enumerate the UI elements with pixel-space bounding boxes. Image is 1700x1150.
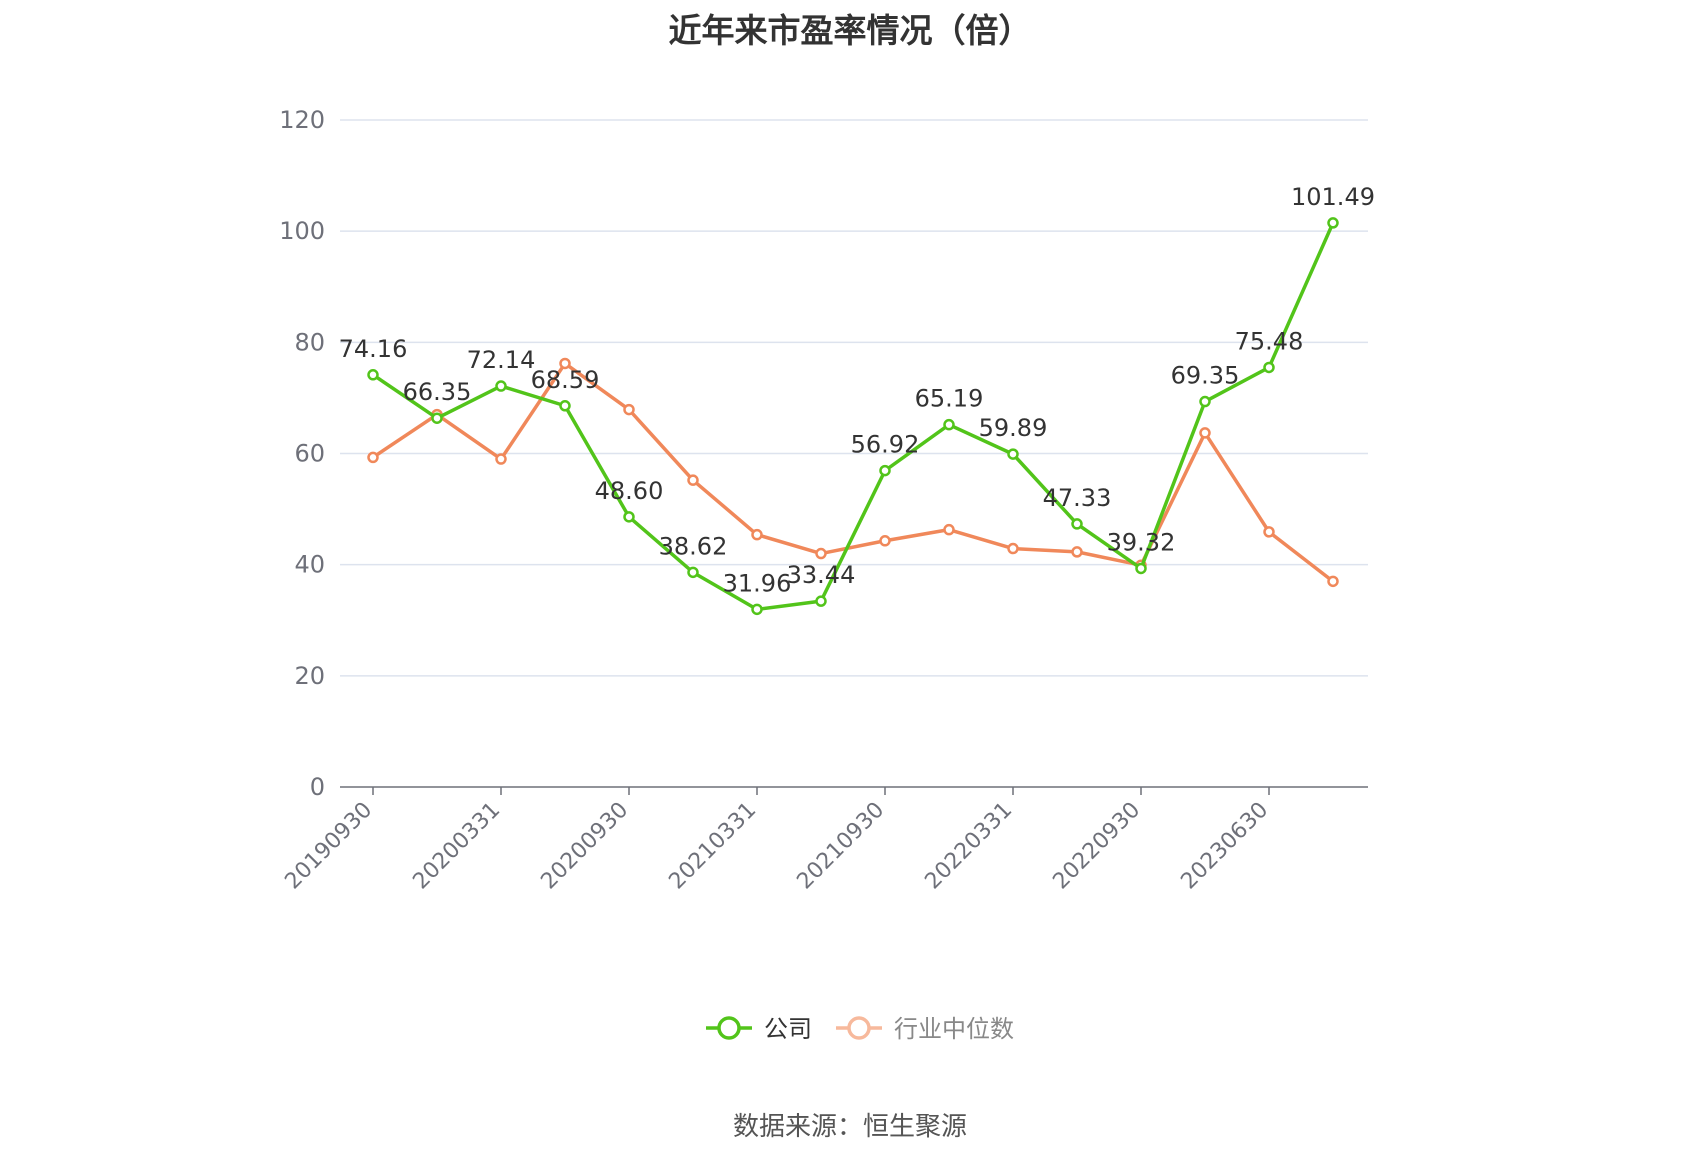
chart-title: 近年来市盈率情况（倍）	[668, 11, 1032, 50]
data-point	[1263, 526, 1275, 538]
data-point	[367, 369, 379, 381]
y-tick-label: 80	[294, 328, 325, 356]
data-label: 75.48	[1235, 327, 1304, 355]
y-tick-label: 60	[294, 440, 325, 468]
legend-label: 公司	[764, 1015, 812, 1043]
data-point	[431, 412, 443, 424]
data-point	[1071, 546, 1083, 558]
data-label: 47.33	[1043, 484, 1112, 512]
data-label: 48.60	[595, 477, 664, 505]
data-point	[559, 400, 571, 412]
data-point	[879, 535, 891, 547]
data-point	[1199, 395, 1211, 408]
data-point	[1327, 217, 1339, 229]
data-point	[1007, 542, 1019, 555]
data-point	[751, 528, 763, 541]
series-line-1	[372, 361, 1335, 583]
y-tick-label: 40	[294, 551, 325, 579]
data-point	[1199, 427, 1211, 439]
data-label: 66.35	[403, 378, 472, 406]
x-tick-label: 20220331	[920, 798, 1017, 895]
data-label: 31.96	[723, 569, 792, 597]
data-point	[687, 474, 699, 486]
y-tick-label: 100	[279, 217, 325, 245]
legend-label: 行业中位数	[894, 1015, 1014, 1043]
data-point	[879, 464, 891, 477]
legend[interactable]: 公司 行业中位数	[706, 1015, 1014, 1043]
x-tick-label: 20210930	[792, 798, 889, 895]
data-label: 33.44	[787, 561, 856, 589]
data-label: 65.19	[915, 385, 984, 413]
data-source: 数据来源：恒生聚源	[732, 1112, 967, 1142]
x-tick-label: 20210331	[664, 798, 761, 895]
y-tick-label: 120	[279, 106, 325, 134]
data-point	[815, 595, 827, 607]
data-point	[495, 380, 507, 392]
data-point	[1071, 518, 1083, 530]
axes: 0 20 40 60 80 100 120 20190930 20200331 20200930 2…	[279, 106, 1368, 894]
x-tick-label: 20220930	[1048, 798, 1145, 895]
data-label: 39.32	[1107, 528, 1176, 556]
x-tick-label: 20200930	[536, 798, 633, 895]
data-point	[623, 511, 635, 523]
data-point	[1263, 361, 1275, 374]
data-point	[1007, 448, 1019, 460]
x-tick-label: 20190930	[280, 798, 377, 895]
legend-item-industry[interactable]: 行业中位数	[836, 1015, 1014, 1043]
data-label: 74.16	[339, 335, 408, 363]
data-label: 72.14	[467, 346, 536, 374]
data-point	[751, 603, 763, 616]
y-tick-label: 20	[294, 662, 325, 690]
data-label: 56.92	[851, 431, 920, 459]
data-point	[623, 403, 635, 416]
grid-lines	[340, 119, 1368, 677]
series-lines	[367, 217, 1339, 616]
data-point	[687, 566, 699, 579]
x-tick-label: 20200331	[408, 798, 505, 895]
data-point	[943, 523, 955, 536]
data-label: 68.59	[531, 366, 600, 394]
data-label: 101.49	[1291, 183, 1375, 211]
data-label: 69.35	[1171, 362, 1240, 390]
data-point	[559, 357, 571, 370]
data-point	[367, 451, 379, 464]
y-tick-label: 0	[310, 773, 325, 801]
data-point	[495, 453, 507, 465]
data-point	[1135, 562, 1147, 575]
legend-item-company[interactable]: 公司	[706, 1015, 812, 1043]
legend-marker	[847, 1016, 871, 1040]
x-tick-label: 20230630	[1176, 798, 1273, 895]
series-line-0	[372, 222, 1335, 612]
data-label: 38.62	[659, 532, 728, 560]
data-point	[943, 418, 955, 431]
data-label: 59.89	[979, 414, 1048, 442]
data-point	[1327, 575, 1339, 588]
data-point	[815, 547, 827, 560]
legend-marker	[717, 1016, 741, 1040]
